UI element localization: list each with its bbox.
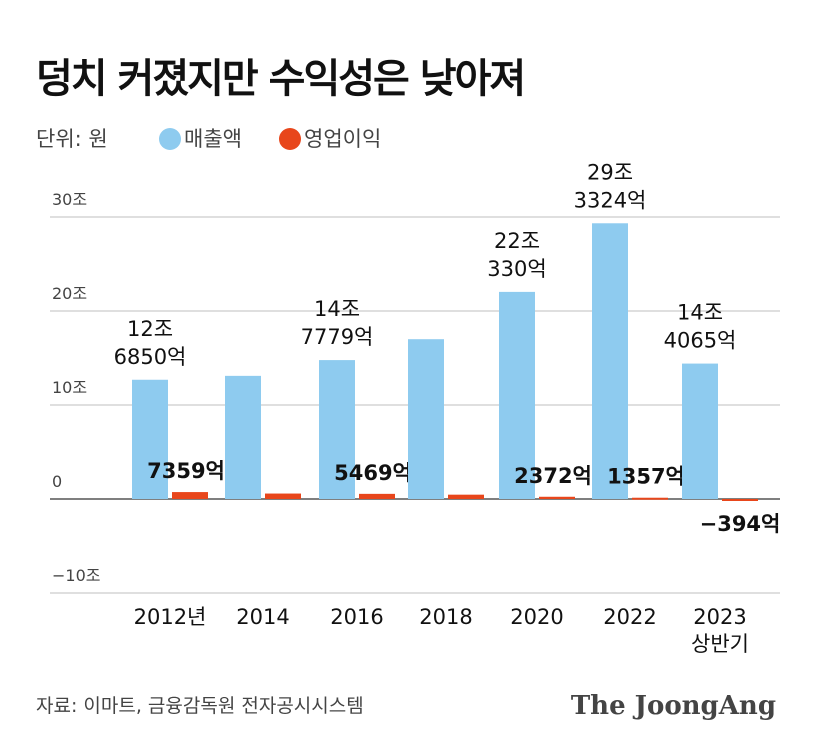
y-tick-label: 20조 xyxy=(52,284,87,303)
x-tick-label: 2016 xyxy=(330,605,383,629)
revenue-bar xyxy=(319,360,355,499)
x-tick-label: 상반기 xyxy=(691,632,749,656)
y-tick-label: 10조 xyxy=(52,378,87,397)
profit-data-label: 5469억 xyxy=(334,461,412,485)
revenue-data-label: 3324억 xyxy=(574,188,647,212)
y-tick-label: 30조 xyxy=(52,190,87,209)
x-tick-label: 2018 xyxy=(419,605,472,629)
revenue-bar xyxy=(132,379,168,499)
profit-data-label: −394억 xyxy=(700,512,781,536)
profit-bar xyxy=(265,493,301,499)
revenue-bar xyxy=(225,375,261,499)
profit-bar xyxy=(448,494,484,499)
x-tick-label: 2012년 xyxy=(134,605,207,629)
profit-bar xyxy=(632,497,668,500)
profit-data-label: 2372억 xyxy=(514,464,592,488)
revenue-data-label: 22조 xyxy=(494,229,540,253)
unit-label: 단위: 원 xyxy=(36,127,108,151)
revenue-data-label: 12조 xyxy=(127,317,173,341)
source-note: 자료: 이마트, 금융감독원 전자공시시스템 xyxy=(36,695,364,717)
legend-label-revenue: 매출액 xyxy=(184,127,242,151)
revenue-data-label: 330억 xyxy=(487,257,546,281)
revenue-bar xyxy=(592,223,628,499)
x-tick-label: 2014 xyxy=(236,605,289,629)
x-tick-label: 2022 xyxy=(603,605,656,629)
revenue-data-label: 14조 xyxy=(314,297,360,321)
y-tick-label: 0 xyxy=(52,472,62,491)
chart-title: 덩치 커졌지만 수익성은 낮아져 xyxy=(36,56,524,102)
revenue-data-label: 7779억 xyxy=(301,325,374,349)
profit-bar xyxy=(722,499,758,501)
revenue-data-label: 6850억 xyxy=(114,345,187,369)
profit-bar xyxy=(539,496,575,499)
profit-data-label: 1357억 xyxy=(607,465,685,489)
revenue-data-label: 4065억 xyxy=(664,329,737,353)
profit-bar xyxy=(172,492,208,499)
profit-data-label: 7359억 xyxy=(147,459,225,483)
revenue-data-label: 14조 xyxy=(677,301,723,325)
x-tick-label: 2023 xyxy=(693,605,746,629)
revenue-bar xyxy=(499,291,535,499)
revenue-data-label: 29조 xyxy=(587,160,633,184)
y-tick-label: −10조 xyxy=(52,566,101,585)
profit-bar xyxy=(359,493,395,499)
revenue-bar xyxy=(408,339,444,499)
legend-label-profit: 영업이익 xyxy=(304,127,381,151)
revenue-bar xyxy=(682,363,718,499)
x-tick-label: 2020 xyxy=(510,605,563,629)
legend-swatch-profit xyxy=(279,128,301,150)
brand-logo: The JoongAng xyxy=(571,691,776,721)
legend-swatch-revenue xyxy=(159,128,181,150)
